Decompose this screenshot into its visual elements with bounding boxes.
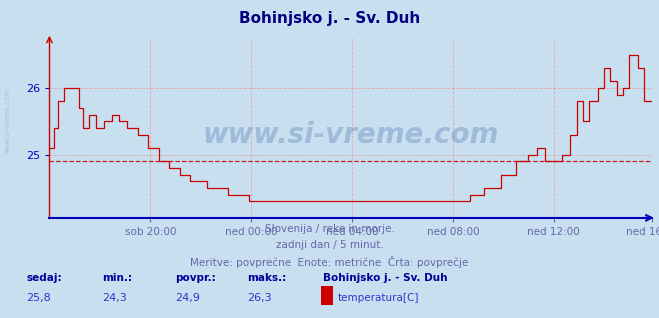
Text: sedaj:: sedaj:	[26, 273, 62, 283]
Text: Bohinjsko j. - Sv. Duh: Bohinjsko j. - Sv. Duh	[323, 273, 447, 283]
Text: 24,9: 24,9	[175, 293, 200, 302]
Text: min.:: min.:	[102, 273, 132, 283]
Text: 25,8: 25,8	[26, 293, 51, 302]
Text: povpr.:: povpr.:	[175, 273, 215, 283]
Text: Meritve: povprečne  Enote: metrične  Črta: povprečje: Meritve: povprečne Enote: metrične Črta:…	[190, 256, 469, 268]
Text: 24,3: 24,3	[102, 293, 127, 302]
Text: zadnji dan / 5 minut.: zadnji dan / 5 minut.	[275, 240, 384, 250]
Text: maks.:: maks.:	[247, 273, 287, 283]
Text: Bohinjsko j. - Sv. Duh: Bohinjsko j. - Sv. Duh	[239, 11, 420, 26]
Text: 26,3: 26,3	[247, 293, 272, 302]
Text: www.si-vreme.com: www.si-vreme.com	[203, 121, 499, 149]
Text: www.si-vreme.com: www.si-vreme.com	[5, 88, 11, 154]
Text: Slovenija / reke in morje.: Slovenija / reke in morje.	[264, 224, 395, 234]
Text: temperatura[C]: temperatura[C]	[337, 293, 419, 302]
